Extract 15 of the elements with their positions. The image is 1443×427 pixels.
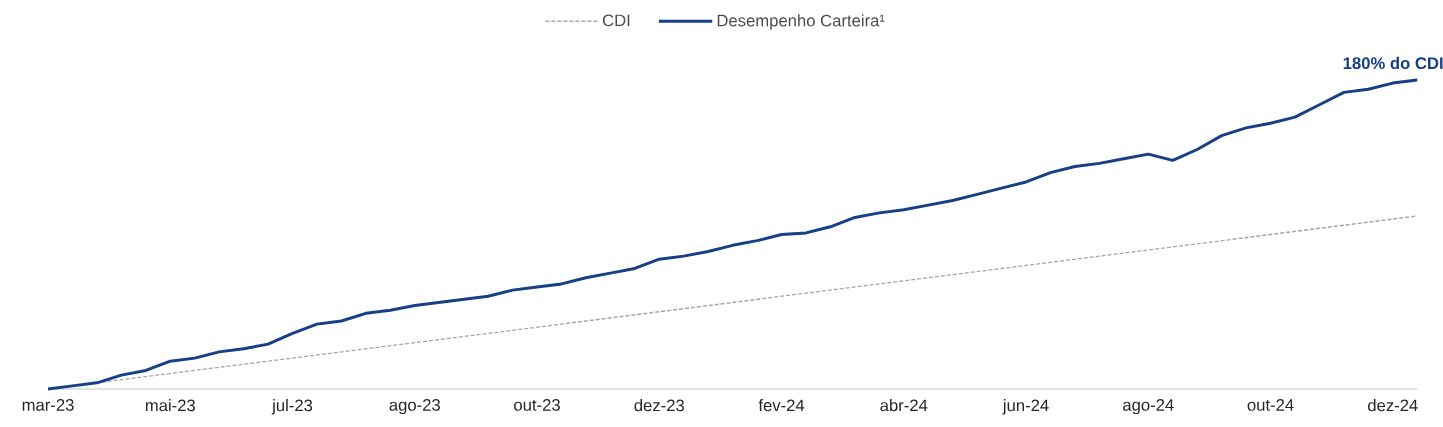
x-tick-label: jul-23: [271, 399, 313, 415]
legend-label: CDI: [602, 14, 630, 27]
x-tick-label: dez-24: [1368, 399, 1418, 412]
x-tick-label: mar-23: [22, 399, 74, 411]
x-tick-label: ago-23: [389, 399, 440, 415]
x-tick-label: abr-24: [880, 399, 928, 412]
x-tick-label: ago-24: [1123, 399, 1174, 415]
x-tick-label: out-23: [514, 399, 560, 411]
x-tick-label: out-24: [1247, 399, 1294, 411]
x-tick-label: jun-24: [1002, 399, 1049, 415]
x-tick-label: mai-23: [145, 399, 195, 412]
x-tick-label: fev-24: [758, 399, 805, 412]
x-tick-label: dez-23: [634, 399, 685, 412]
legend-label: Desempenho Carteira¹: [717, 14, 885, 30]
annotation: 180% do CDI: [1343, 56, 1443, 70]
